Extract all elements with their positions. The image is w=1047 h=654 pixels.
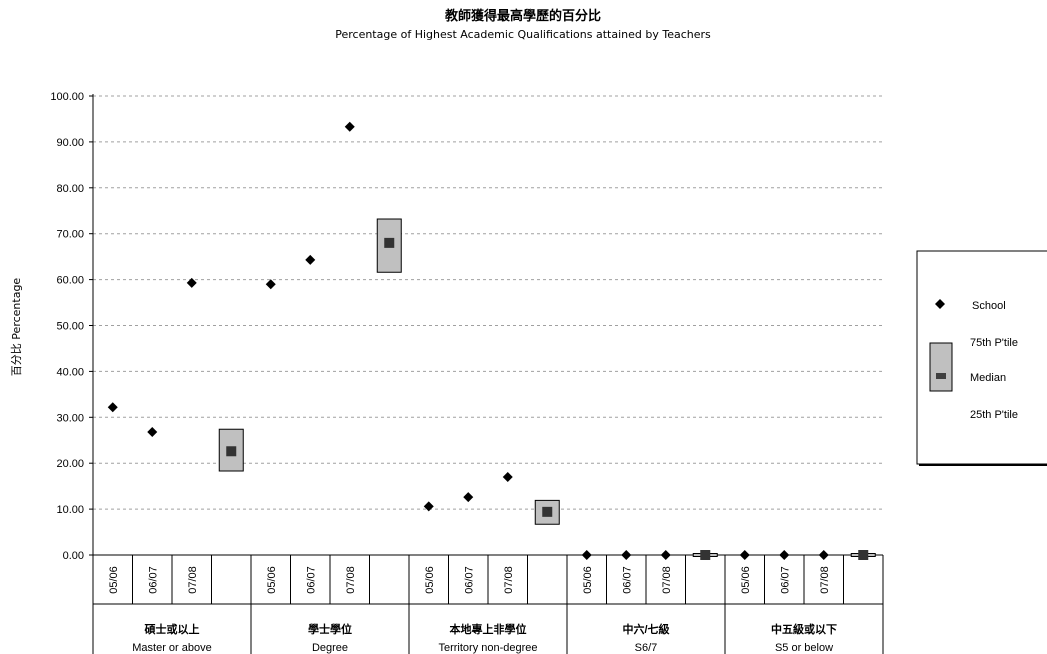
x-tick-label: 05/06 [582, 566, 594, 594]
x-tick-label: 06/07 [463, 566, 475, 594]
group-label-zh: 學士學位 [308, 622, 352, 636]
median-marker [226, 446, 237, 457]
y-tick-label: 70.00 [56, 229, 84, 241]
school-point [621, 550, 632, 560]
school-point [107, 402, 118, 413]
group-label-en: Degree [312, 642, 348, 654]
school-point [660, 550, 671, 560]
school-point [502, 471, 513, 482]
x-tick-label: 06/07 [779, 566, 791, 594]
data-marks [107, 121, 876, 560]
y-tick-label: 40.00 [56, 366, 84, 378]
x-tick-label: 06/07 [621, 566, 633, 594]
median-marker [542, 506, 553, 517]
y-axis-label: 百分比 Percentage [10, 278, 23, 377]
school-point [779, 550, 790, 560]
median-marker [700, 550, 711, 560]
legend-box-sample [929, 342, 953, 392]
x-tick-label: 05/06 [424, 566, 436, 594]
chart-title: 教師獲得最高學歷的百分比 [444, 8, 601, 24]
legend: School 75th P'tile Median 25th P'tile [916, 250, 1047, 466]
x-tick-label: 06/07 [147, 566, 159, 594]
y-tick-label: 90.00 [56, 137, 84, 149]
y-tick-label: 50.00 [56, 321, 84, 333]
x-tick-label: 07/08 [819, 566, 831, 594]
y-tick-label: 80.00 [56, 183, 84, 195]
x-tick-label: 07/08 [503, 566, 515, 594]
group-label-en: Master or above [132, 642, 211, 654]
x-tick-label: 06/07 [305, 566, 317, 594]
x-tick-label: 07/08 [187, 566, 199, 594]
school-point [265, 279, 276, 290]
legend-p25-label: 25th P'tile [970, 409, 1018, 421]
school-point [463, 492, 474, 503]
x-tick-label: 05/06 [266, 566, 278, 594]
legend-p75-label: 75th P'tile [970, 337, 1018, 349]
grid-lines [93, 95, 883, 510]
group-label-zh: 碩士或以上 [145, 622, 200, 636]
x-tick-label: 07/08 [345, 566, 357, 594]
legend-school-marker [935, 299, 945, 309]
legend-median-marker [936, 373, 946, 379]
school-point [344, 121, 355, 132]
y-tick-label: 100.00 [50, 91, 84, 103]
school-point [423, 501, 434, 512]
group-label-zh: 中五級或以下 [771, 622, 837, 636]
school-point [739, 550, 750, 560]
group-label-zh: 本地專上非學位 [450, 622, 527, 636]
x-tick-label: 05/06 [108, 566, 120, 594]
group-label-en: Territory non-degree [438, 642, 537, 654]
y-tick-label: 20.00 [56, 458, 84, 470]
median-marker [384, 237, 395, 248]
y-tick-label: 30.00 [56, 412, 84, 424]
school-point [818, 550, 829, 560]
chart-subtitle: Percentage of Highest Academic Qualifica… [335, 28, 711, 41]
school-point [581, 550, 592, 560]
x-tick-label: 07/08 [661, 566, 673, 594]
axes: 0.00 10.00 20.00 30.00 40.00 50.00 60.00 70.00 8… [50, 91, 884, 654]
y-tick-label: 10.00 [56, 504, 84, 516]
median-marker [858, 550, 869, 560]
legend-median-label: Median [970, 372, 1006, 384]
school-point [305, 254, 316, 265]
x-tick-label: 05/06 [740, 566, 752, 594]
y-tick-label: 0.00 [63, 550, 84, 562]
y-tick-label: 60.00 [56, 275, 84, 287]
legend-school-label: School [972, 300, 1006, 312]
group-label-zh: 中六/七級 [622, 622, 669, 636]
school-point [147, 426, 158, 437]
group-label-en: S6/7 [635, 642, 658, 654]
group-label-en: S5 or below [775, 642, 833, 654]
school-point [186, 277, 197, 288]
